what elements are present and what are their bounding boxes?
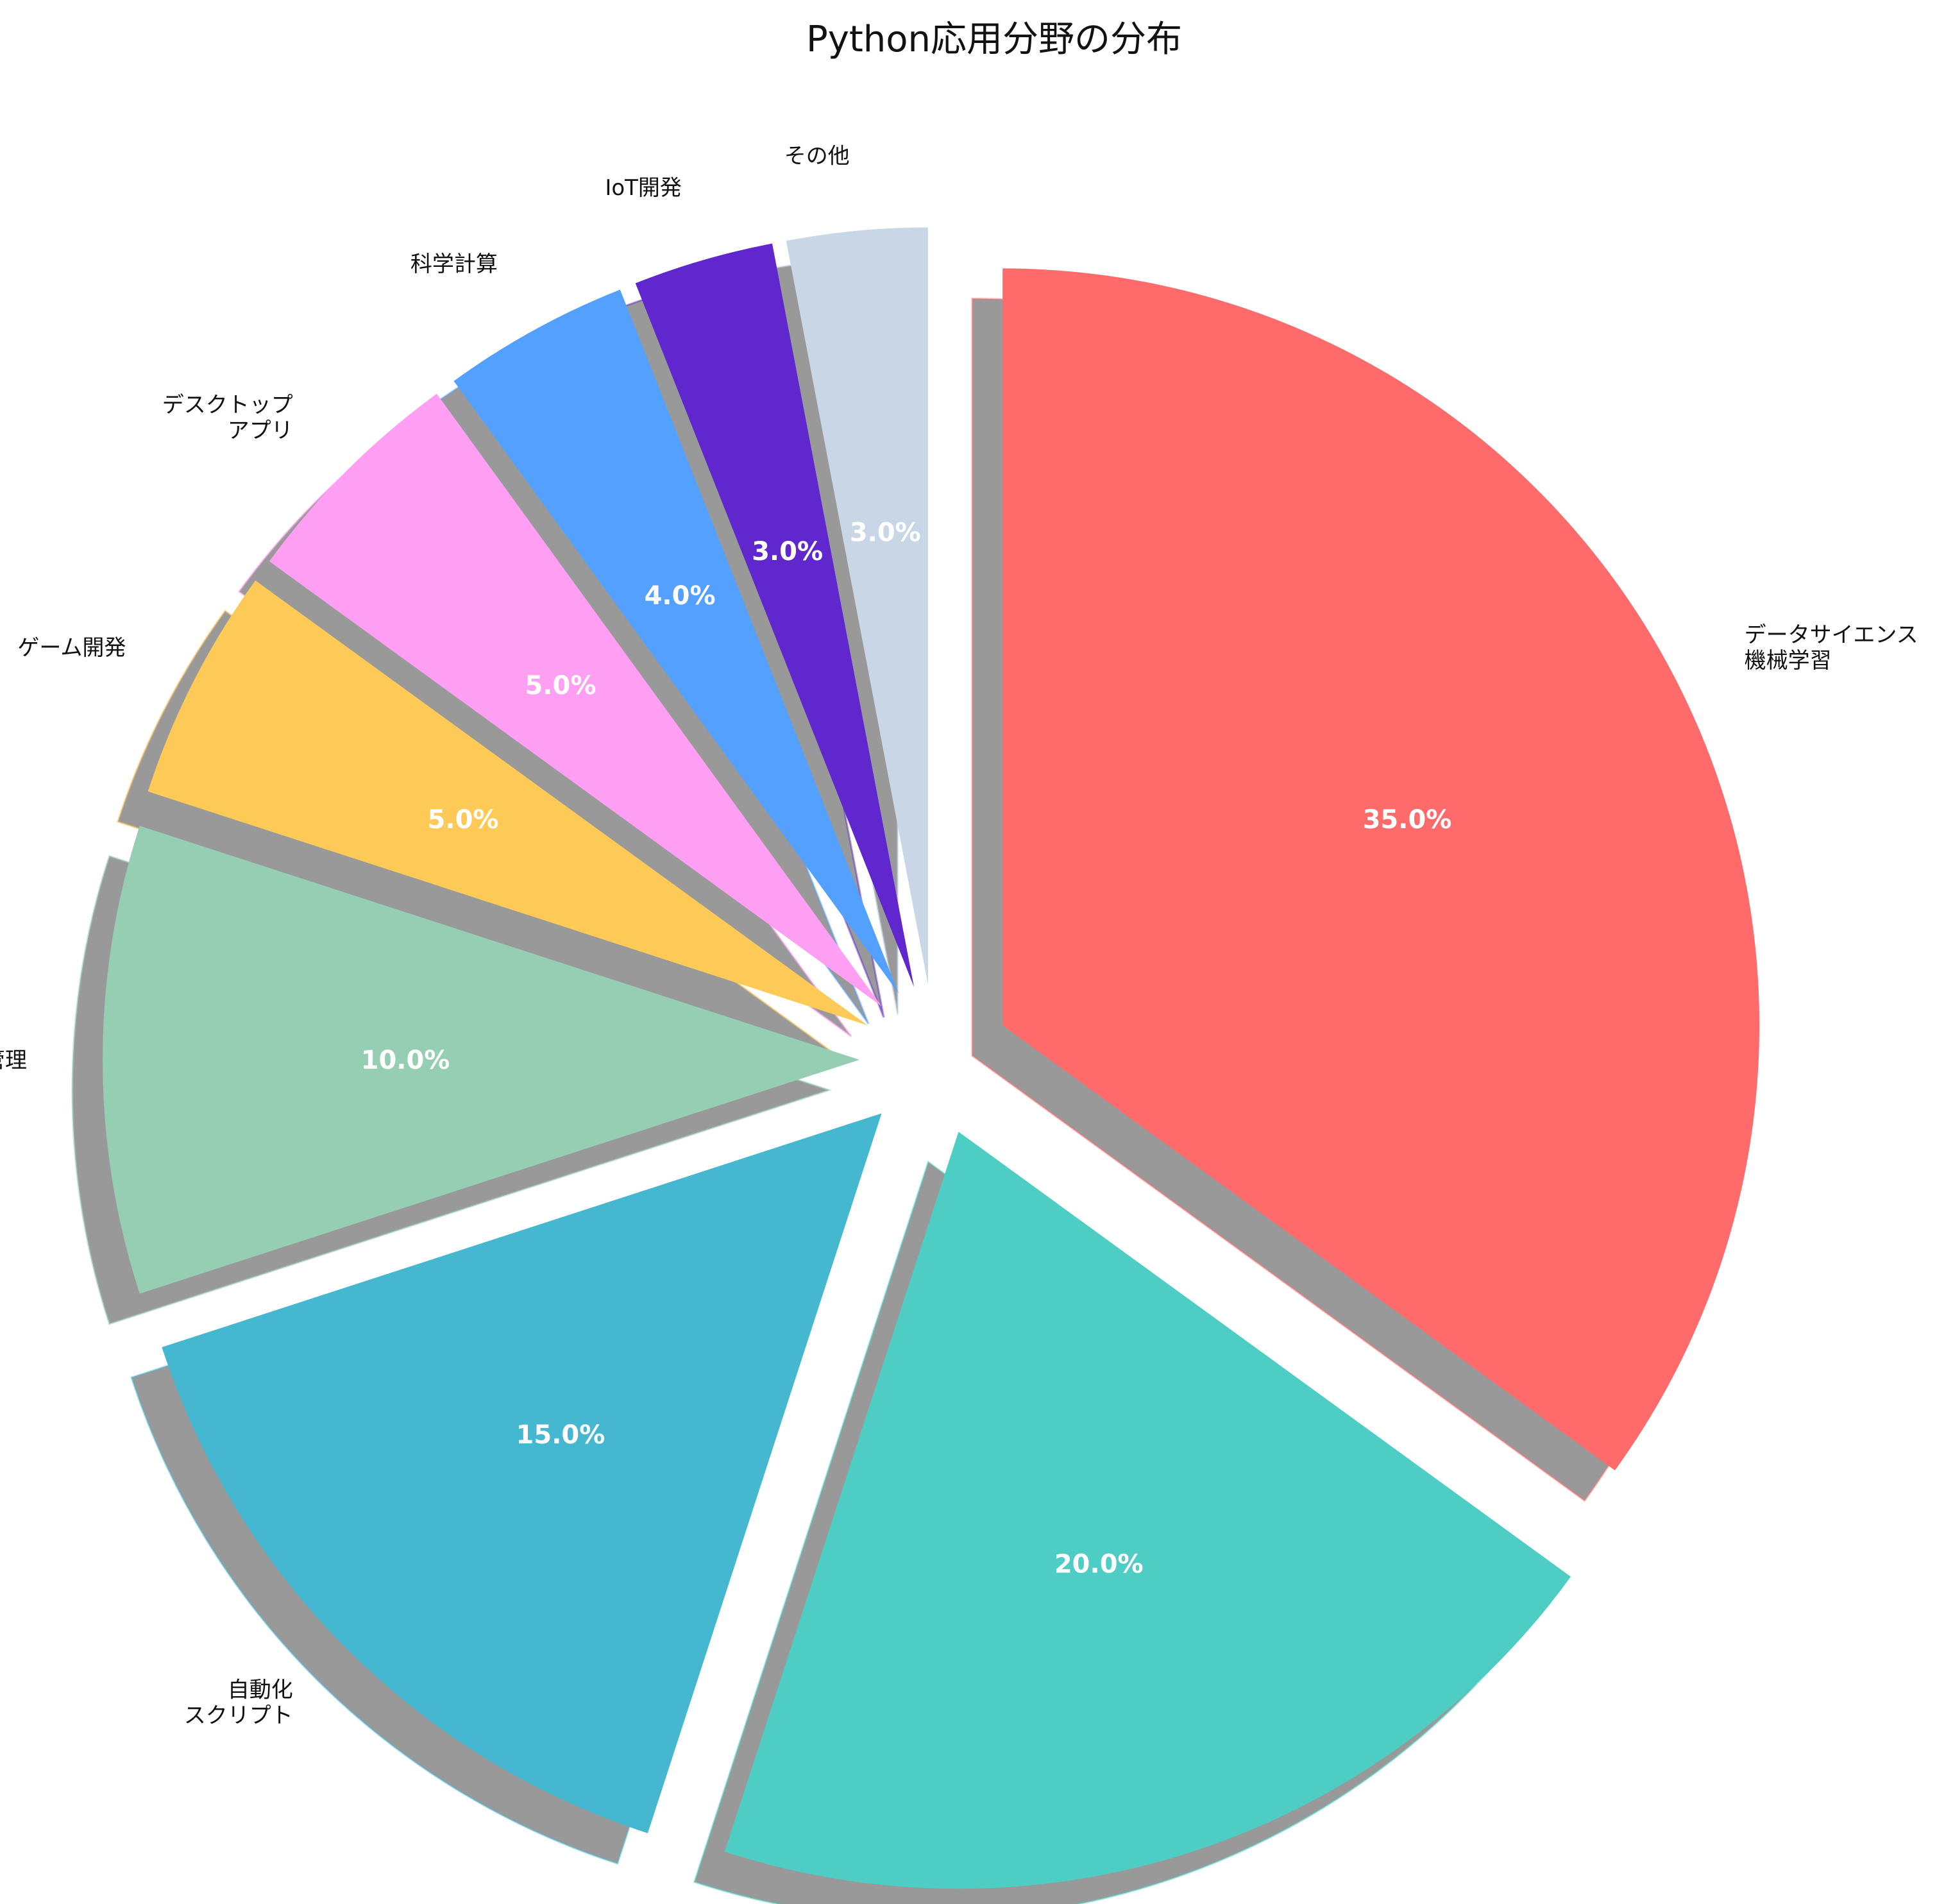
pie-slice-2 <box>162 1113 882 1833</box>
pie-slice-category-label-6: 科学計算 <box>410 251 498 277</box>
pie-slice-category-label-line: スクリプト <box>184 1703 293 1728</box>
pie-slice-category-label-line: 自動化 <box>228 1677 293 1703</box>
pie-slice-1 <box>724 1132 1571 1889</box>
pie-slice-pct-label-1: 20.0% <box>1054 1550 1144 1579</box>
pie-slice-pct-label-6: 4.0% <box>645 581 716 611</box>
chart-title: Python応用分野の分布 <box>806 19 1182 60</box>
pie-slice-5 <box>269 393 882 1007</box>
pie-slice-category-label-line: システム管理 <box>0 1048 27 1073</box>
pie-slice-category-label-line: ゲーム開発 <box>17 635 126 661</box>
pie-slice-category-label-3: システム管理 <box>0 1048 27 1073</box>
pie-slice-category-label-line: その他 <box>784 143 850 169</box>
pie-slice-category-label-line: アプリ <box>228 418 293 444</box>
pie-slice-category-label-2: 自動化スクリプト <box>184 1677 293 1728</box>
label-layer: 35.0%データサイエンス機械学習20.0%Web開発15.0%自動化スクリプト… <box>0 143 1918 1728</box>
pie-slice-pct-label-2: 15.0% <box>516 1420 605 1450</box>
pie-slice-category-label-0: データサイエンス機械学習 <box>1745 622 1918 674</box>
pie-slice-3 <box>102 826 859 1294</box>
pie-slice-category-label-line: 機械学習 <box>1745 648 1832 674</box>
pie-slice-0 <box>1002 268 1760 1471</box>
pie-slice-category-label-line: IoT開発 <box>605 175 682 201</box>
pie-slice-category-label-line: デスクトップ <box>162 393 293 418</box>
pie-slice-4 <box>148 580 868 1026</box>
pie-slice-pct-label-8: 3.0% <box>850 518 921 548</box>
pie-slice-7 <box>635 243 915 987</box>
pie-slice-category-label-line: データサイエンス <box>1745 622 1918 648</box>
pie-slice-pct-label-5: 5.0% <box>525 671 596 701</box>
pie-slice-pct-label-0: 35.0% <box>1363 805 1452 835</box>
pie-slice-category-label-8: その他 <box>784 143 850 169</box>
pie-slice-category-label-line: 科学計算 <box>410 251 498 277</box>
pie-slice-category-label-4: ゲーム開発 <box>17 635 126 661</box>
slice-layer <box>102 227 1760 1889</box>
pie-slice-8 <box>786 227 928 985</box>
pie-slice-pct-label-3: 10.0% <box>361 1046 450 1075</box>
pie-slice-pct-label-7: 3.0% <box>752 537 823 566</box>
pie-slice-6 <box>453 289 899 994</box>
pie-slice-category-label-5: デスクトップアプリ <box>162 393 293 444</box>
pie-slice-pct-label-4: 5.0% <box>428 805 499 835</box>
pie-slice-category-label-7: IoT開発 <box>605 175 682 201</box>
